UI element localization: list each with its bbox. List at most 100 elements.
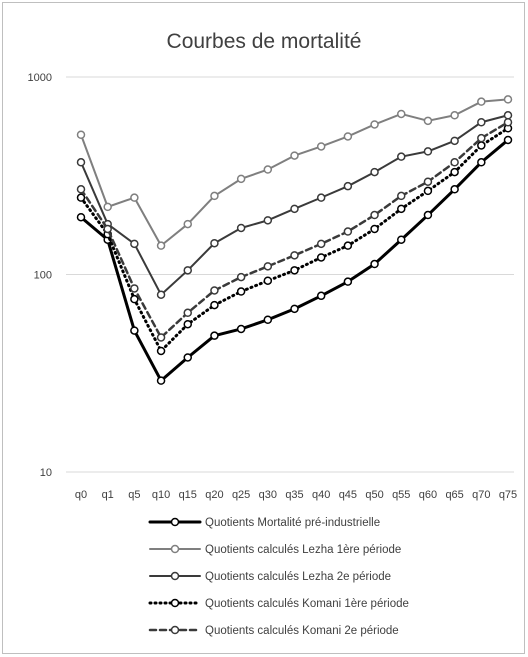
data-point (183, 353, 192, 362)
legend-label: Quotients calculés Lezha 2e période (205, 571, 391, 583)
data-point (130, 284, 139, 293)
data-point (423, 116, 433, 126)
data-point (397, 109, 406, 119)
data-point (423, 147, 433, 156)
data-point (236, 287, 246, 296)
legend-item: Quotients calculés Lezha 2e période (149, 571, 391, 583)
data-point (290, 151, 299, 160)
data-point (343, 277, 353, 286)
data-point (290, 266, 299, 275)
legend-marker (170, 598, 180, 608)
data-point (263, 216, 273, 225)
data-point (343, 227, 353, 236)
data-point (183, 266, 192, 275)
x-tick-label: q20 (205, 489, 223, 501)
data-point (76, 193, 86, 202)
legend-item: Quotients calculés Komani 2e période (148, 625, 399, 637)
data-point (370, 120, 379, 129)
data-point (156, 346, 166, 356)
data-point (156, 333, 166, 342)
data-point (370, 224, 379, 234)
legend-item: Quotients calculés Komani 1ère période (148, 598, 409, 610)
data-point (397, 152, 406, 161)
x-tick-label: q75 (499, 489, 517, 501)
data-point (210, 238, 219, 248)
data-point (236, 174, 246, 184)
data-point (477, 133, 486, 143)
x-tick-label: q55 (392, 489, 410, 501)
legend-label: Quotients calculés Komani 1ère période (205, 598, 409, 610)
data-point (130, 239, 139, 249)
data-point (156, 241, 166, 250)
x-tick-label: q0 (75, 489, 87, 501)
data-point (450, 167, 459, 177)
x-tick-label: q45 (339, 489, 357, 501)
x-tick-label: q70 (472, 489, 490, 501)
data-point (76, 212, 86, 222)
data-point (210, 286, 219, 295)
x-tick-label: q60 (419, 489, 437, 501)
legend-item: Quotients Mortalité pré-industrielle (148, 517, 380, 529)
data-point (316, 291, 326, 301)
data-point (263, 315, 273, 325)
legend-label: Quotients calculés Lezha 1ère période (205, 544, 401, 556)
data-point (130, 193, 139, 202)
data-point (423, 177, 433, 186)
y-tick-label: 100 (34, 270, 52, 282)
data-point (183, 219, 192, 229)
data-point (210, 191, 219, 201)
data-point (343, 241, 353, 250)
x-tick-label: q10 (152, 489, 170, 501)
data-point (397, 204, 406, 214)
data-point (370, 167, 379, 177)
series-2 (76, 95, 513, 250)
gridlines (66, 76, 514, 473)
data-point (503, 135, 513, 145)
data-point (316, 239, 326, 249)
data-point (130, 326, 139, 335)
x-tick-label: q15 (179, 489, 197, 501)
data-point (263, 165, 273, 174)
x-tick-label: q30 (259, 489, 277, 501)
legend-marker (170, 544, 180, 554)
data-point (477, 97, 486, 106)
data-point (210, 331, 219, 340)
data-point (316, 193, 326, 202)
data-point (130, 294, 139, 304)
x-tick-label: q40 (312, 489, 330, 501)
data-point (183, 308, 192, 318)
data-point (263, 276, 273, 285)
x-tick-label: q1 (102, 489, 114, 501)
data-point (397, 235, 406, 244)
x-tick-label: q65 (445, 489, 463, 501)
data-point (76, 185, 86, 194)
data-point (76, 130, 86, 140)
data-point (450, 111, 459, 120)
data-point (477, 118, 486, 127)
data-point (183, 319, 192, 329)
series-line (79, 138, 510, 383)
y-tick-label: 1000 (28, 72, 52, 84)
data-point (397, 191, 406, 201)
data-point (290, 204, 299, 214)
data-point (423, 186, 433, 196)
x-tick-label: q25 (232, 489, 250, 501)
series-layer (76, 95, 513, 385)
data-point (503, 118, 513, 127)
series-1 (76, 135, 513, 385)
data-point (316, 253, 326, 262)
data-point (370, 259, 379, 269)
legend-marker (170, 571, 180, 581)
series-line (79, 126, 510, 353)
data-point (450, 136, 459, 146)
series-5 (76, 118, 513, 342)
chart-title: Courbes de mortalité (166, 30, 362, 53)
legend-marker (170, 517, 180, 527)
data-point (343, 132, 353, 141)
data-point (76, 158, 86, 167)
data-point (316, 142, 326, 151)
x-tick-label: q5 (128, 489, 140, 501)
y-tick-label: 10 (40, 467, 52, 479)
